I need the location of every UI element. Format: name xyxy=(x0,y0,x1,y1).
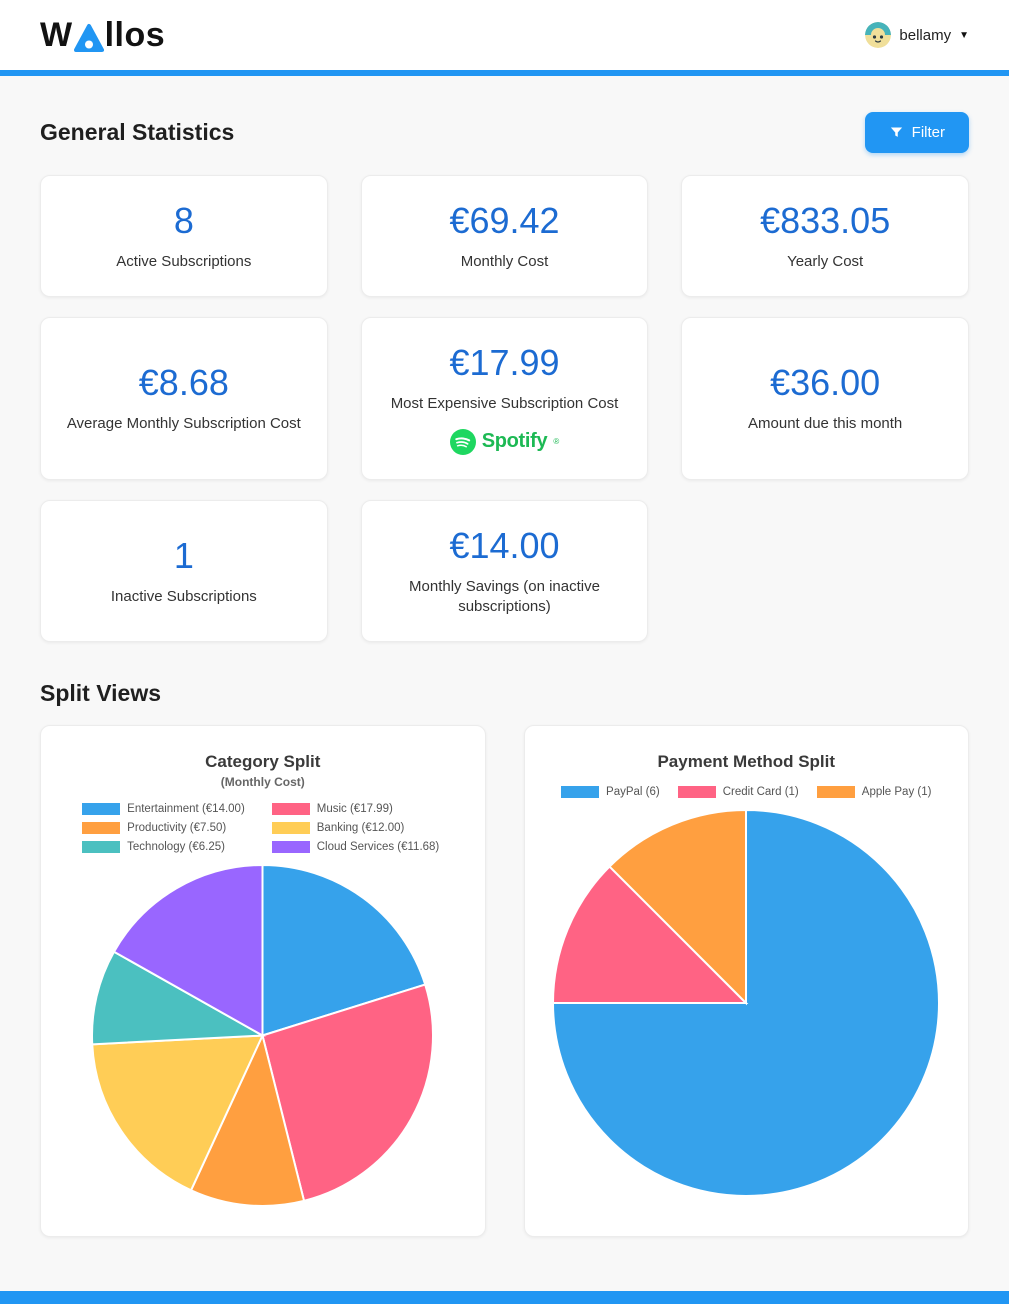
header-accent-bar xyxy=(0,70,1009,76)
stat-value: €833.05 xyxy=(760,200,891,241)
footer-accent-bar xyxy=(0,1291,1009,1304)
legend-swatch xyxy=(82,841,121,853)
legend-label: Music (€17.99) xyxy=(316,803,393,815)
filter-button-label: Filter xyxy=(911,124,945,141)
legend-label: Entertainment (€14.00) xyxy=(127,803,245,815)
logo-triangle-icon xyxy=(73,24,104,52)
legend-label: Technology (€6.25) xyxy=(127,841,225,853)
stat-value: 1 xyxy=(173,534,194,576)
chevron-down-icon: ▼ xyxy=(959,29,969,41)
stat-value: €69.42 xyxy=(449,200,560,241)
legend-item[interactable]: Credit Card (1) xyxy=(677,786,799,798)
legend-label: Cloud Services (€11.68) xyxy=(316,841,440,853)
stat-card-active-subscriptions: 8 Active Subscriptions xyxy=(40,175,328,298)
stat-card-yearly-cost: €833.05 Yearly Cost xyxy=(681,175,969,298)
general-statistics-header: General Statistics Filter xyxy=(40,112,969,153)
legend-label: Credit Card (1) xyxy=(722,786,799,798)
filter-icon xyxy=(890,127,902,137)
stat-label: Monthly Cost xyxy=(460,253,549,270)
stat-value: €36.00 xyxy=(770,362,881,404)
legend-swatch xyxy=(271,822,310,834)
stat-card-monthly-savings: €14.00 Monthly Savings (on inactive subs… xyxy=(360,499,649,642)
stat-label: Amount due this month xyxy=(748,415,903,433)
stat-value: 8 xyxy=(173,200,194,241)
legend-item[interactable]: Banking (€12.00) xyxy=(271,822,444,834)
legend-swatch xyxy=(816,786,855,798)
chart-title: Category Split xyxy=(205,752,321,771)
split-views-title: Split Views xyxy=(40,680,162,706)
stat-card-most-expensive: €17.99 Most Expensive Subscription Cost … xyxy=(360,317,649,480)
legend-item[interactable]: Apple Pay (1) xyxy=(816,786,932,798)
app-header: W llos bellamy ▼ xyxy=(0,0,1009,70)
logo-text-prefix: W xyxy=(40,15,73,54)
stat-label: Inactive Subscriptions xyxy=(110,587,257,605)
registered-mark: ® xyxy=(553,437,560,446)
stat-value: €14.00 xyxy=(449,524,560,566)
pie-chart xyxy=(545,808,949,1198)
stat-label: Yearly Cost xyxy=(787,253,864,270)
stat-value: €17.99 xyxy=(449,342,560,384)
legend-item[interactable]: Productivity (€7.50) xyxy=(82,822,254,834)
legend-swatch xyxy=(677,786,716,798)
legend-item[interactable]: Cloud Services (€11.68) xyxy=(271,841,444,853)
spotify-icon xyxy=(449,428,476,455)
legend-swatch xyxy=(82,803,121,815)
legend-label: Productivity (€7.50) xyxy=(127,822,227,834)
spotify-logo: Spotify ® xyxy=(382,428,628,455)
legend-label: Apple Pay (1) xyxy=(861,786,932,798)
payment-method-split-card: Payment Method Split PayPal (6) Credit Ca… xyxy=(523,725,969,1237)
stat-value: €8.68 xyxy=(138,362,229,404)
chart-subtitle: (Monthly Cost) xyxy=(220,775,305,789)
legend-swatch xyxy=(561,786,600,798)
stat-card-inactive-subscriptions: 1 Inactive Subscriptions xyxy=(40,499,328,642)
stats-grid: 8 Active Subscriptions €69.42 Monthly Co… xyxy=(40,175,969,642)
chart-title: Payment Method Split xyxy=(657,752,836,771)
charts-grid: Category Split (Monthly Cost) Entertainm… xyxy=(40,725,969,1237)
legend-label: Banking (€12.00) xyxy=(316,822,405,834)
filter-button[interactable]: Filter xyxy=(864,112,969,153)
legend-item[interactable]: PayPal (6) xyxy=(561,786,660,798)
legend-label: PayPal (6) xyxy=(606,786,660,798)
legend-item[interactable]: Entertainment (€14.00) xyxy=(82,803,254,815)
chart-legend: Entertainment (€14.00) Music (€17.99) Prod… xyxy=(68,803,458,853)
pie-chart xyxy=(61,863,465,1208)
spotify-wordmark: Spotify xyxy=(481,430,548,452)
chart-legend: PayPal (6) Credit Card (1) Apple Pay (1) xyxy=(545,786,949,798)
logo-text-suffix: llos xyxy=(104,15,166,54)
app-logo[interactable]: W llos xyxy=(40,16,165,55)
stat-label: Most Expensive Subscription Cost xyxy=(390,395,619,413)
stat-card-amount-due: €36.00 Amount due this month xyxy=(681,317,969,480)
user-menu[interactable]: bellamy ▼ xyxy=(865,22,969,48)
main-content: General Statistics Filter 8 Active Subsc… xyxy=(0,76,1009,1237)
stat-label: Active Subscriptions xyxy=(116,253,252,270)
username: bellamy xyxy=(899,26,952,44)
stat-label: Monthly Savings (on inactive subscriptio… xyxy=(409,577,600,615)
stat-card-average-monthly-cost: €8.68 Average Monthly Subscription Cost xyxy=(40,317,328,480)
legend-swatch xyxy=(271,841,310,853)
user-avatar xyxy=(865,22,892,48)
page-title: General Statistics xyxy=(40,119,235,145)
legend-item[interactable]: Technology (€6.25) xyxy=(82,841,254,853)
legend-item[interactable]: Music (€17.99) xyxy=(271,803,444,815)
stat-card-monthly-cost: €69.42 Monthly Cost xyxy=(360,175,649,298)
legend-swatch xyxy=(271,803,310,815)
legend-swatch xyxy=(82,822,121,834)
category-split-card: Category Split (Monthly Cost) Entertainm… xyxy=(40,725,486,1237)
stat-label: Average Monthly Subscription Cost xyxy=(66,415,301,433)
